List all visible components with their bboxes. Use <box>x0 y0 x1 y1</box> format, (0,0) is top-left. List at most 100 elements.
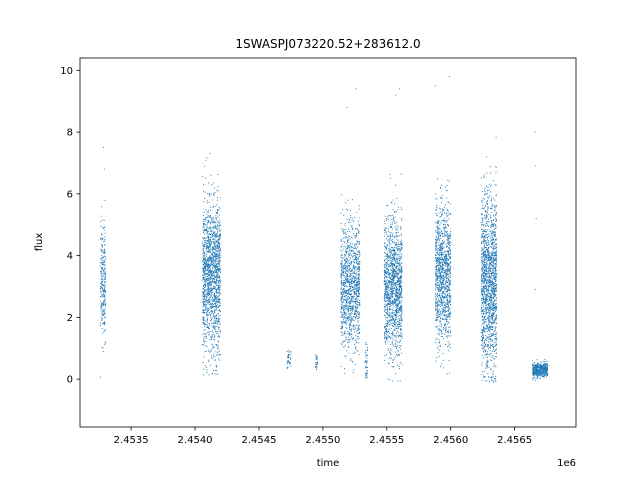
data-point <box>395 275 398 278</box>
data-point <box>366 346 368 348</box>
data-point <box>355 274 357 276</box>
data-point <box>401 320 403 322</box>
data-point <box>449 261 452 263</box>
data-point <box>215 331 217 333</box>
data-point <box>345 312 348 314</box>
data-point <box>390 223 392 225</box>
data-point <box>210 285 212 287</box>
data-point <box>367 370 369 372</box>
data-point <box>217 321 220 323</box>
data-point <box>214 245 216 247</box>
data-point <box>395 273 397 275</box>
data-point <box>393 249 395 251</box>
data-point <box>357 336 359 338</box>
data-point <box>439 266 442 268</box>
data-point <box>344 276 346 278</box>
data-point <box>357 342 360 344</box>
data-point <box>387 274 389 276</box>
data-point <box>347 309 349 311</box>
data-point <box>219 295 221 297</box>
data-point <box>103 312 105 314</box>
data-point <box>397 353 399 355</box>
data-point <box>205 209 207 211</box>
data-point <box>103 294 105 296</box>
data-point <box>400 345 402 347</box>
data-point <box>216 243 218 245</box>
data-point <box>344 229 346 231</box>
data-point <box>388 328 390 330</box>
data-point <box>390 262 392 264</box>
data-point <box>207 286 209 288</box>
data-point <box>217 210 219 212</box>
data-point <box>387 236 389 238</box>
data-point <box>447 242 449 244</box>
data-point <box>340 323 342 325</box>
data-point <box>351 327 353 329</box>
data-point <box>399 270 401 272</box>
data-point <box>211 184 213 186</box>
data-point <box>397 350 399 352</box>
data-point <box>398 282 400 284</box>
data-point <box>204 273 206 275</box>
data-point <box>204 305 206 307</box>
data-point <box>208 293 211 296</box>
data-point <box>102 290 104 292</box>
data-point <box>346 320 348 322</box>
data-point <box>394 265 396 267</box>
data-point <box>352 268 354 270</box>
data-point <box>383 300 385 302</box>
data-point <box>212 327 214 329</box>
data-point <box>355 287 357 289</box>
data-point <box>344 262 346 264</box>
data-point <box>314 366 317 368</box>
data-point <box>352 328 355 330</box>
data-point <box>345 291 347 293</box>
data-point <box>202 344 204 346</box>
data-point <box>208 242 210 244</box>
data-point <box>215 256 217 258</box>
data-point <box>102 260 104 262</box>
data-point <box>102 309 104 311</box>
data-point <box>217 245 219 247</box>
data-points-group <box>99 75 549 383</box>
data-point <box>214 264 216 266</box>
data-point <box>355 257 357 259</box>
data-point <box>204 284 206 286</box>
data-point <box>387 299 389 301</box>
data-point <box>396 312 398 314</box>
data-point <box>203 301 205 303</box>
data-point <box>392 233 394 235</box>
data-point <box>393 366 395 368</box>
data-point <box>392 274 394 276</box>
data-point <box>215 226 217 228</box>
data-point <box>218 238 220 240</box>
data-point <box>399 259 401 261</box>
data-point <box>392 272 394 274</box>
data-point <box>351 273 353 275</box>
data-point <box>344 266 346 268</box>
data-point <box>439 208 441 210</box>
data-point <box>364 343 366 345</box>
data-point <box>343 237 345 239</box>
data-point <box>104 290 106 292</box>
data-point <box>213 231 215 233</box>
data-point <box>384 232 386 234</box>
data-point <box>343 312 345 314</box>
data-point <box>385 238 387 240</box>
data-point <box>447 279 449 281</box>
data-point <box>344 224 346 227</box>
data-point <box>390 239 392 241</box>
data-point <box>351 298 353 300</box>
data-point <box>386 337 388 339</box>
data-point <box>395 315 398 317</box>
data-point <box>396 282 398 284</box>
data-point <box>442 326 445 329</box>
data-point <box>209 266 211 268</box>
data-point <box>387 280 389 282</box>
data-point <box>441 184 443 186</box>
data-point <box>357 313 359 315</box>
data-point <box>396 248 398 250</box>
data-point <box>103 278 105 281</box>
data-point <box>202 268 204 270</box>
data-point <box>391 319 393 321</box>
